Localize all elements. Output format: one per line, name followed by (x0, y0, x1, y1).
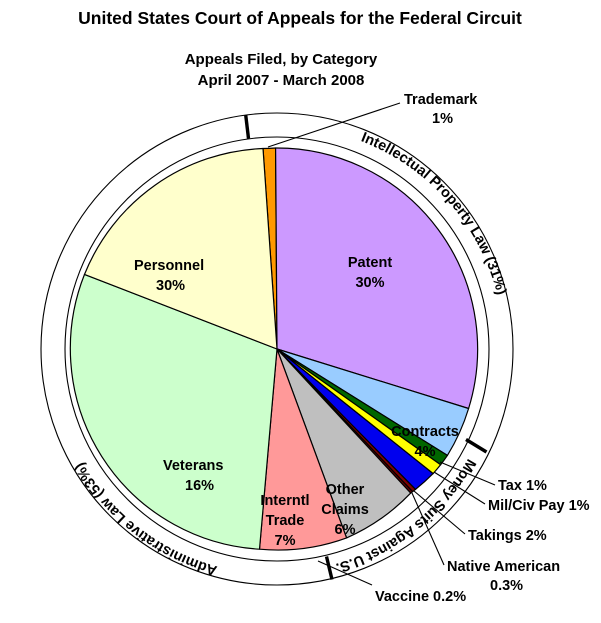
tick-right (465, 438, 488, 454)
label-interntl-trade-2: Trade (266, 513, 305, 529)
label-veterans: Veterans (163, 458, 223, 474)
slice-inside-labels: Personnel 30% Patent 30% Veterans 16% In… (134, 255, 459, 549)
label-personnel: Personnel (134, 258, 204, 274)
leader-takings (413, 490, 466, 535)
tick-bottom (324, 556, 334, 580)
callout-labels: Trademark 1% Tax 1% Mil/Civ Pay 1% Takin… (375, 92, 590, 605)
label-other-claims-2: Claims (321, 502, 369, 518)
leader-vaccine (317, 560, 373, 586)
ring-outer-circle (40, 112, 514, 586)
leader-tax (439, 461, 496, 486)
label-interntl-trade-pct: 7% (275, 533, 296, 549)
chart-title: United States Court of Appeals for the F… (78, 8, 522, 28)
callout-native-american-pct: 0.3% (490, 578, 523, 594)
callout-native-american: Native American (447, 559, 560, 575)
callout-vaccine: Vaccine 0.2% (375, 589, 466, 605)
label-other-claims-1: Other (326, 482, 365, 498)
leader-trademark (267, 102, 401, 148)
label-patent: Patent (348, 255, 392, 271)
label-other-claims-pct: 6% (335, 522, 356, 538)
label-personnel-pct: 30% (156, 278, 185, 294)
pie-slices (69, 147, 479, 551)
callout-leader-lines (267, 102, 496, 586)
callout-takings: Takings 2% (468, 528, 547, 544)
slice-veterans[interactable] (69, 273, 278, 550)
slice-personnel[interactable] (83, 147, 278, 350)
leader-milciv (433, 471, 486, 505)
leader-native (411, 492, 445, 566)
label-veterans-pct: 16% (185, 478, 214, 494)
callout-tax: Tax 1% (498, 478, 547, 494)
callout-trademark-pct: 1% (432, 111, 453, 127)
slice-patent[interactable] (275, 147, 479, 410)
label-contracts: Contracts (391, 424, 459, 440)
callout-trademark: Trademark (404, 92, 478, 108)
ring-inner-circle (64, 136, 490, 562)
group-ring-band (40, 112, 514, 586)
ring-separator-ticks (244, 114, 488, 580)
label-interntl-trade-1: Interntl (260, 493, 309, 509)
callout-mil-civ-pay: Mil/Civ Pay 1% (488, 498, 590, 514)
label-contracts-pct: 4% (415, 444, 436, 460)
tick-top (244, 114, 251, 139)
chart-period: April 2007 - March 2008 (198, 72, 365, 89)
label-patent-pct: 30% (355, 275, 384, 291)
chart-subtitle: Appeals Filed, by Category (185, 51, 378, 68)
